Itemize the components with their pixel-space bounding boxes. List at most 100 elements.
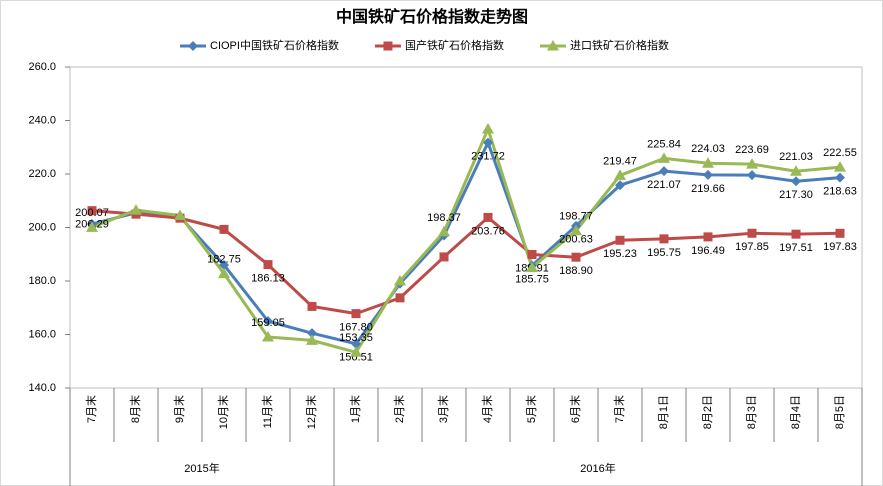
series-line (91, 209, 841, 316)
point (439, 252, 449, 262)
y-tick-label: 180.0 (28, 275, 56, 287)
point (571, 252, 581, 262)
data-label: 153.35 (339, 332, 373, 344)
legend-label: CIOPI中国铁矿石价格指数 (210, 38, 339, 52)
point (263, 260, 273, 270)
point (188, 41, 198, 51)
data-label: 188.90 (559, 265, 593, 277)
point (483, 137, 493, 148)
legend-label: 进口铁矿石价格指数 (570, 38, 669, 52)
data-label: 167.80 (339, 322, 373, 334)
point (790, 165, 802, 176)
legend-label: 国产铁矿石价格指数 (405, 38, 504, 52)
x-tick-label: 8月末 (128, 395, 142, 423)
y-tick-label: 240.0 (28, 114, 56, 126)
data-label: 196.49 (691, 245, 725, 257)
data-label: 221.03 (779, 151, 813, 163)
data-label: 231.72 (471, 151, 505, 163)
point (546, 40, 559, 51)
point (527, 249, 537, 259)
x-tick-label: 11月末 (260, 395, 274, 428)
point (835, 172, 845, 183)
point (746, 158, 758, 169)
y-tick-label: 160.0 (28, 328, 56, 340)
data-label: 197.51 (779, 242, 813, 254)
data-label: 186.13 (251, 273, 285, 285)
data-label: 197.83 (823, 241, 857, 253)
data-label: 195.75 (647, 247, 681, 259)
point (395, 293, 405, 303)
data-label: 219.66 (691, 183, 725, 195)
point (219, 224, 229, 234)
data-label: 195.23 (603, 248, 637, 260)
point (130, 204, 142, 215)
x-tick-label: 10月末 (216, 395, 230, 429)
data-label: 224.03 (691, 143, 725, 155)
point (659, 166, 669, 177)
x-tick-label: 1月末 (348, 395, 362, 423)
group-label: 2016年 (580, 461, 615, 475)
group-label: 2015年 (184, 461, 219, 475)
point (526, 261, 538, 273)
x-tick-label: 8月5日 (834, 395, 846, 429)
point (702, 157, 714, 168)
data-label: 200.63 (559, 234, 593, 246)
point (218, 267, 230, 279)
data-label: 159.05 (251, 317, 285, 329)
x-tick-label: 9月末 (172, 395, 186, 423)
data-label: 198.77 (559, 211, 593, 223)
chart-title: 中国铁矿石价格指数走势图 (336, 7, 528, 26)
x-tick-label: 8月3日 (746, 395, 758, 429)
x-tick-label: 6月末 (568, 395, 582, 423)
point (263, 316, 273, 327)
point (219, 259, 229, 270)
point (747, 170, 757, 181)
point (659, 234, 669, 244)
point (791, 176, 801, 187)
point (834, 161, 846, 172)
data-label: 221.07 (647, 179, 681, 191)
point (614, 169, 626, 180)
point (438, 225, 450, 237)
data-label: 219.47 (603, 155, 637, 167)
data-label: 222.55 (823, 147, 857, 159)
x-tick-label: 7月末 (84, 395, 98, 423)
y-tick-label: 220.0 (28, 168, 56, 180)
series-line (91, 141, 841, 346)
x-tick-label: 2月末 (392, 395, 406, 423)
data-label: 156.51 (339, 352, 373, 364)
point (262, 331, 274, 342)
data-label: 185.75 (515, 274, 549, 286)
x-tick-label: 5月末 (524, 395, 538, 423)
x-tick-label: 3月末 (436, 395, 450, 423)
point (87, 206, 97, 216)
data-label: 218.63 (823, 186, 857, 198)
point (658, 152, 670, 163)
y-tick-label: 140.0 (28, 382, 56, 394)
point (483, 212, 493, 222)
point (570, 224, 582, 236)
point (394, 275, 406, 286)
x-tick-label: 12月末 (304, 395, 318, 429)
point (703, 232, 713, 242)
y-tick-label: 200.0 (28, 221, 56, 233)
data-label: 198.37 (427, 212, 461, 224)
point (351, 309, 361, 319)
x-tick-label: 8月1日 (658, 395, 670, 429)
point (703, 169, 713, 180)
y-tick-label: 260.0 (28, 61, 56, 73)
point (350, 346, 362, 357)
x-tick-label: 8月4日 (790, 395, 802, 429)
point (174, 209, 186, 220)
point (351, 338, 361, 349)
point (615, 235, 625, 245)
series-line (91, 127, 841, 354)
point (791, 229, 801, 239)
x-tick-label: 7月末 (612, 395, 626, 423)
data-label: 217.30 (779, 189, 813, 201)
point (306, 334, 318, 345)
data-label: 223.69 (735, 144, 769, 156)
point (615, 180, 625, 191)
